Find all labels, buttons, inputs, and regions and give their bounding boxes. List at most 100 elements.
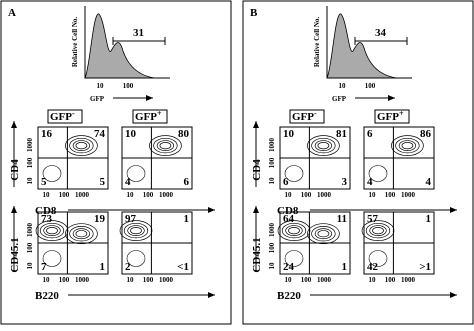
contour [153,137,178,154]
x-tick: 1000 [317,191,332,199]
contour [43,225,61,237]
contour [75,230,88,238]
y-tick: 100 [26,242,34,253]
x-tick: 100 [385,276,396,284]
x-tick: 1000 [401,276,416,284]
contour [311,226,336,242]
contour [75,142,88,150]
quadrant-value: 73 [41,213,53,225]
gate-label-name: GFP [135,111,157,123]
quadrant-value: 42 [367,261,379,273]
x-tick: 1000 [75,276,90,284]
histogram-gate-value: 34 [375,27,387,39]
quadrant-value: 11 [337,213,347,225]
contour [69,137,94,154]
quadrant-value: 1 [100,261,106,273]
quadrant-value: 74 [94,128,106,140]
x-tick: 1000 [159,276,174,284]
contour [126,250,146,267]
contour [311,137,336,154]
quadrant-value: <1 [177,261,189,273]
gate-label: GFP- [292,109,317,124]
quadrant-value: 81 [336,128,347,140]
contour [72,140,91,152]
y-tick: 10 [26,177,34,185]
x-tick: 1000 [317,276,332,284]
contour [285,225,303,237]
panel-label: A [8,7,16,19]
x-tick: 100 [59,191,70,199]
x-tick: 10 [369,276,377,284]
x-tick: 10 [369,191,377,199]
contour [317,230,330,238]
contour [127,225,145,237]
quadrant-value: 16 [41,128,53,140]
contour [401,142,414,150]
contour [156,140,175,152]
quadrant-value: 4 [367,176,373,188]
contour [365,222,391,239]
contour [281,222,307,239]
y-tick: 10 [268,177,276,185]
contour [65,135,98,156]
contour [368,250,388,267]
x-tick: 10 [285,276,293,284]
gate-label-box [374,109,410,124]
panel-label: B [250,7,258,19]
x-tick: 1000 [75,191,90,199]
panel-border [242,0,474,325]
histogram-x-tick: 100 [123,82,134,90]
quadrant-value: 6 [184,176,190,188]
histogram-gate-value: 31 [133,27,144,39]
x-tick: 10 [43,276,51,284]
contour [119,220,153,241]
contour [42,165,62,182]
x-tick: 100 [59,276,70,284]
x-tick: 100 [301,276,312,284]
contour [69,226,94,242]
contour [369,225,387,237]
contour [395,137,420,154]
y-tick: 1000 [268,138,276,153]
y-tick: 1000 [26,138,34,153]
row-y-label: CD4 [251,159,263,181]
x-tick: 10 [43,191,51,199]
row-y-label: CD45.1 [251,237,263,272]
quadrant-value: 2 [125,261,131,273]
contour [288,227,300,235]
quadrant-value: 1 [342,261,348,273]
histogram-gate [112,37,166,45]
quadrant-value: 24 [283,261,295,273]
gate-label-name: GFP [377,111,399,123]
histogram-y-label: Relative Cell No. [313,17,321,68]
x-tick: 100 [143,276,154,284]
quadrant-value: 5 [41,176,47,188]
row-x-label: CD8 [35,205,57,217]
histogram-x-tick: 10 [97,82,105,90]
quadrant-value: 4 [426,176,432,188]
histogram-curve [326,13,398,79]
contour [372,227,384,235]
contour [307,223,340,245]
histogram-axes [326,6,412,79]
contour [284,250,304,267]
row-y-label: CD4 [9,159,21,181]
contour [35,220,69,241]
quadrant-value: 6 [283,176,289,188]
histogram-x-tick: 10 [339,82,347,90]
y-tick: 1000 [26,223,34,238]
gate-label-sign: + [399,109,404,118]
quadrant-value: 6 [367,128,373,140]
panel-border [0,0,232,325]
quadrant-value: 10 [283,128,295,140]
quadrant-value: 97 [125,213,137,225]
gate-label-box [47,109,83,124]
gate-label-box [289,109,325,124]
y-tick: 1000 [268,223,276,238]
y-tick: 100 [26,157,34,168]
histogram-curve [84,13,156,79]
contour [72,228,91,240]
